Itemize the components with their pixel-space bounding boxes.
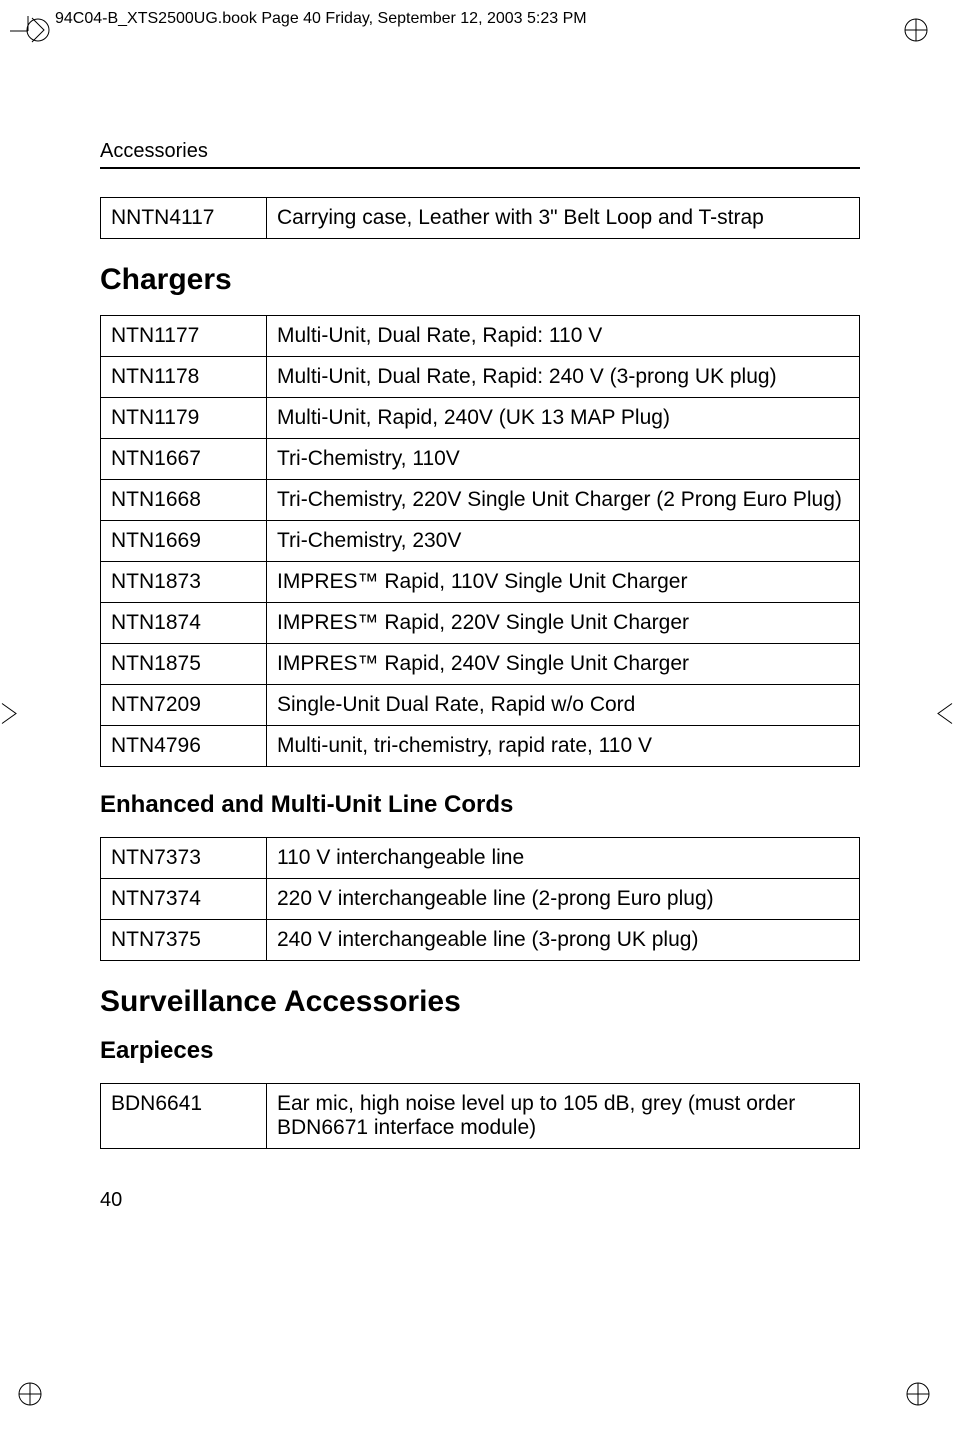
- product-code: BDN6641: [101, 1084, 267, 1149]
- pdf-header-text: 94C04-B_XTS2500UG.book Page 40 Friday, S…: [55, 10, 587, 28]
- table-row: NTN1669Tri-Chemistry, 230V: [101, 521, 860, 562]
- product-code: NTN1179: [101, 398, 267, 439]
- product-desc: 240 V interchangeable line (3-prong UK p…: [267, 920, 860, 961]
- product-code: NTN7374: [101, 879, 267, 920]
- product-desc: 220 V interchangeable line (2-prong Euro…: [267, 879, 860, 920]
- product-code: NTN1873: [101, 562, 267, 603]
- product-code: NTN7209: [101, 685, 267, 726]
- product-code: NTN7373: [101, 838, 267, 879]
- crop-mark-icon: [904, 16, 944, 51]
- table-row: BDN6641Ear mic, high noise level up to 1…: [101, 1084, 860, 1149]
- product-code: NTN1177: [101, 316, 267, 357]
- table-row: NTN7373110 V interchangeable line: [101, 838, 860, 879]
- product-desc: Carrying case, Leather with 3" Belt Loop…: [267, 198, 860, 239]
- chargers-heading: Chargers: [100, 263, 860, 297]
- product-desc: Multi-unit, tri-chemistry, rapid rate, 1…: [267, 726, 860, 767]
- product-code: NTN1178: [101, 357, 267, 398]
- table-row: NTN7374220 V interchangeable line (2-pro…: [101, 879, 860, 920]
- table-row: NTN1875IMPRES™ Rapid, 240V Single Unit C…: [101, 644, 860, 685]
- crop-mark-icon: [10, 1380, 50, 1415]
- table-row: NNTN4117 Carrying case, Leather with 3" …: [101, 198, 860, 239]
- product-code: NTN1668: [101, 480, 267, 521]
- product-desc: Multi-Unit, Dual Rate, Rapid: 110 V: [267, 316, 860, 357]
- product-desc: 110 V interchangeable line: [267, 838, 860, 879]
- table-row: NTN1668Tri-Chemistry, 220V Single Unit C…: [101, 480, 860, 521]
- table-row: NTN1179Multi-Unit, Rapid, 240V (UK 13 MA…: [101, 398, 860, 439]
- product-code: NNTN4117: [101, 198, 267, 239]
- section-header-rule: [100, 167, 860, 169]
- table-row: NTN1873IMPRES™ Rapid, 110V Single Unit C…: [101, 562, 860, 603]
- product-desc: Tri-Chemistry, 230V: [267, 521, 860, 562]
- product-desc: Tri-Chemistry, 220V Single Unit Charger …: [267, 480, 860, 521]
- product-code: NTN1667: [101, 439, 267, 480]
- table-row: NTN4796Multi-unit, tri-chemistry, rapid …: [101, 726, 860, 767]
- crop-mark-icon: [934, 699, 954, 732]
- table-row: NTN1667Tri-Chemistry, 110V: [101, 439, 860, 480]
- table-row: NTN1178Multi-Unit, Dual Rate, Rapid: 240…: [101, 357, 860, 398]
- surveillance-heading: Surveillance Accessories: [100, 985, 860, 1019]
- table-row: NTN1874IMPRES™ Rapid, 220V Single Unit C…: [101, 603, 860, 644]
- section-header: Accessories: [100, 140, 860, 163]
- product-desc: IMPRES™ Rapid, 110V Single Unit Charger: [267, 562, 860, 603]
- line-cords-table: NTN7373110 V interchangeable line NTN737…: [100, 837, 860, 961]
- product-desc: IMPRES™ Rapid, 220V Single Unit Charger: [267, 603, 860, 644]
- earpieces-heading: Earpieces: [100, 1037, 860, 1065]
- page-content: Accessories NNTN4117 Carrying case, Leat…: [100, 140, 860, 1212]
- chargers-table: NTN1177Multi-Unit, Dual Rate, Rapid: 110…: [100, 315, 860, 767]
- product-code: NTN7375: [101, 920, 267, 961]
- product-code: NTN4796: [101, 726, 267, 767]
- product-desc: Multi-Unit, Dual Rate, Rapid: 240 V (3-p…: [267, 357, 860, 398]
- table-row: NTN7209Single-Unit Dual Rate, Rapid w/o …: [101, 685, 860, 726]
- earpieces-table: BDN6641Ear mic, high noise level up to 1…: [100, 1083, 860, 1149]
- crop-mark-icon: [10, 16, 50, 51]
- product-code: NTN1874: [101, 603, 267, 644]
- product-desc: Single-Unit Dual Rate, Rapid w/o Cord: [267, 685, 860, 726]
- crop-mark-icon: [904, 1380, 944, 1415]
- line-cords-heading: Enhanced and Multi-Unit Line Cords: [100, 791, 860, 819]
- product-desc: Ear mic, high noise level up to 105 dB, …: [267, 1084, 860, 1149]
- table-row: NTN1177Multi-Unit, Dual Rate, Rapid: 110…: [101, 316, 860, 357]
- crop-mark-icon: [0, 699, 20, 732]
- product-desc: IMPRES™ Rapid, 240V Single Unit Charger: [267, 644, 860, 685]
- table-row: NTN7375240 V interchangeable line (3-pro…: [101, 920, 860, 961]
- carrying-case-table: NNTN4117 Carrying case, Leather with 3" …: [100, 197, 860, 239]
- page-number: 40: [100, 1189, 860, 1212]
- product-code: NTN1669: [101, 521, 267, 562]
- product-desc: Tri-Chemistry, 110V: [267, 439, 860, 480]
- product-code: NTN1875: [101, 644, 267, 685]
- product-desc: Multi-Unit, Rapid, 240V (UK 13 MAP Plug): [267, 398, 860, 439]
